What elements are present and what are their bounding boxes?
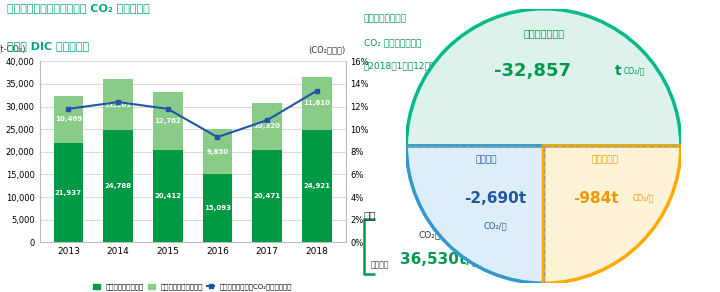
- Text: 12,762: 12,762: [154, 118, 181, 124]
- Text: 15,093: 15,093: [204, 205, 231, 211]
- Text: 11,610: 11,610: [303, 100, 330, 106]
- Text: 10,469: 10,469: [55, 117, 82, 122]
- Text: CO₂ 排出量削減効果: CO₂ 排出量削減効果: [364, 38, 421, 47]
- Text: CO₂排出削減量: CO₂排出削減量: [418, 230, 462, 239]
- Text: 太陽光発電: 太陽光発電: [592, 155, 618, 164]
- Bar: [153, 150, 183, 242]
- Text: (t-CO₂): (t-CO₂): [0, 45, 25, 54]
- Text: CO₂/年: CO₂/年: [624, 66, 644, 75]
- Text: 24,921: 24,921: [303, 183, 330, 189]
- Wedge shape: [406, 9, 681, 146]
- Text: 21,937: 21,937: [55, 190, 82, 196]
- Text: 20,471: 20,471: [253, 193, 281, 199]
- Text: CO₂/年: CO₂/年: [633, 194, 654, 203]
- Bar: [252, 103, 282, 150]
- Bar: [302, 130, 332, 242]
- Bar: [153, 92, 183, 150]
- Text: -2,690t: -2,690t: [464, 191, 526, 206]
- Bar: [53, 143, 84, 242]
- Bar: [103, 79, 133, 130]
- Bar: [302, 77, 332, 130]
- Bar: [252, 150, 282, 242]
- Legend: 再生エネ（熱利用）, 再生エネ（電気利用）, 再エネ導入効果（CO₂削減寄与率）: 再生エネ（熱利用）, 再生エネ（電気利用）, 再エネ導入効果（CO₂削減寄与率）: [90, 281, 295, 292]
- Text: （国内 DIC グループ）: （国内 DIC グループ）: [7, 41, 89, 51]
- Text: （2018年1月～12月）: （2018年1月～12月）: [364, 61, 436, 70]
- Bar: [202, 129, 233, 174]
- Text: 風力発電: 風力発電: [475, 155, 497, 164]
- Text: 再生可能エネルギーによる CO₂ 削減量推移: 再生可能エネルギーによる CO₂ 削減量推移: [7, 3, 150, 13]
- Text: 36,530t/年: 36,530t/年: [400, 251, 480, 266]
- Text: CO₂/年: CO₂/年: [484, 221, 508, 230]
- Wedge shape: [544, 146, 681, 283]
- Text: 20,412: 20,412: [154, 193, 181, 199]
- Bar: [53, 96, 84, 143]
- Text: （年度）: （年度）: [371, 260, 389, 270]
- Text: 24,788: 24,788: [104, 183, 132, 189]
- Bar: [103, 130, 133, 242]
- Text: -984t: -984t: [573, 191, 618, 206]
- Text: 11,301: 11,301: [104, 102, 132, 107]
- Text: (CO₂削減率): (CO₂削減率): [308, 45, 346, 54]
- Text: 10,320: 10,320: [253, 123, 281, 129]
- Text: -32,857: -32,857: [494, 62, 571, 79]
- Text: 木質バイオマス: 木質バイオマス: [523, 28, 564, 39]
- Text: 国内グループでの: 国内グループでの: [364, 15, 407, 24]
- Bar: [202, 174, 233, 242]
- Wedge shape: [406, 146, 544, 283]
- Text: 結果: 結果: [364, 210, 376, 220]
- Text: t: t: [615, 64, 621, 77]
- Text: 9,850: 9,850: [207, 149, 228, 155]
